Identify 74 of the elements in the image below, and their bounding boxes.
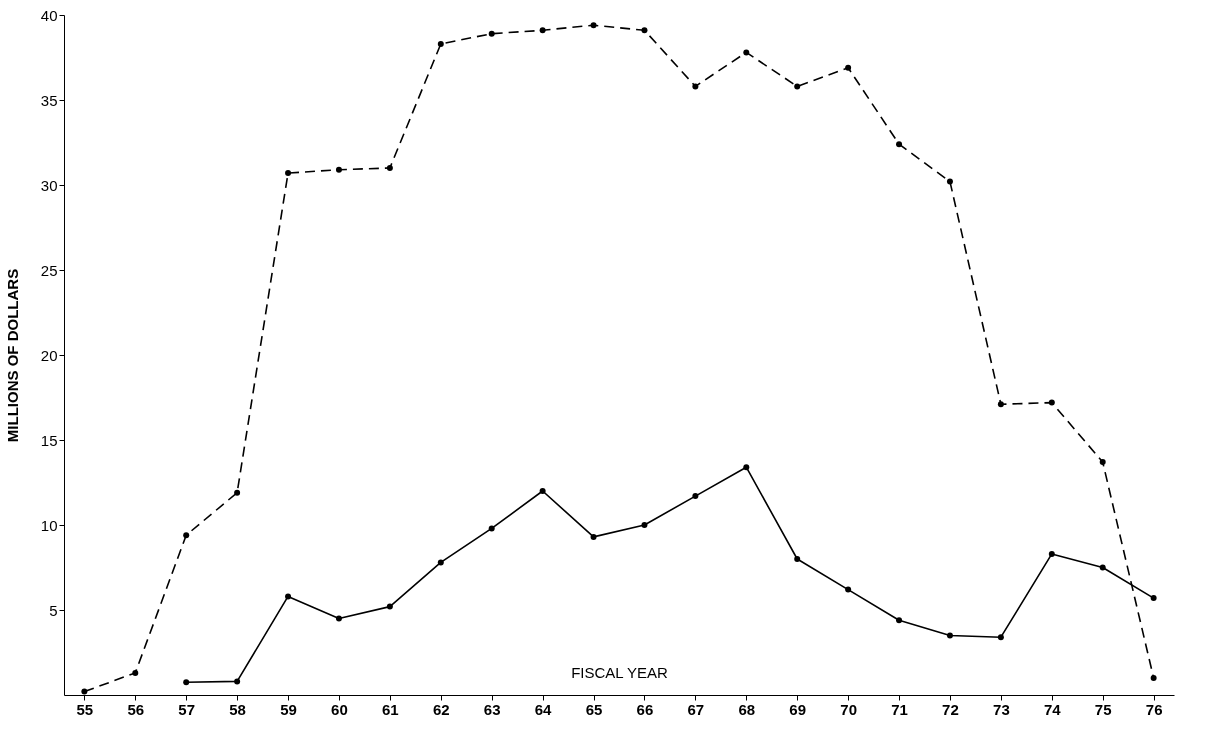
- point: [1048, 399, 1055, 406]
- point: [488, 30, 495, 37]
- point: [437, 40, 444, 47]
- point: [1099, 459, 1106, 466]
- x-tick-label: 66: [636, 700, 654, 718]
- x-tick-label: 68: [738, 700, 756, 718]
- y-tick-label: 25: [40, 261, 58, 279]
- point: [437, 559, 444, 566]
- x-tick-label: 65: [585, 700, 603, 718]
- x-tick-label: 73: [993, 700, 1010, 718]
- x-tick-label: 71: [891, 700, 908, 718]
- x-tick-label: 55: [76, 700, 94, 718]
- point: [845, 64, 852, 71]
- point: [285, 170, 292, 177]
- point: [845, 586, 852, 593]
- point: [896, 141, 903, 148]
- y-axis-title: MILLIONS OF DOLLARS: [3, 268, 21, 443]
- point: [997, 401, 1004, 408]
- x-tick-label: 62: [432, 700, 450, 718]
- point: [692, 493, 699, 500]
- point: [335, 615, 342, 622]
- x-tick-label: 72: [942, 700, 959, 718]
- point: [1150, 675, 1157, 681]
- point: [743, 49, 750, 56]
- point: [285, 593, 292, 600]
- point: [335, 166, 342, 173]
- point: [1048, 550, 1055, 557]
- y-tick-label: 5: [49, 601, 58, 619]
- point: [997, 634, 1004, 641]
- point: [641, 27, 648, 34]
- point: [946, 632, 953, 639]
- x-tick-label: 70: [840, 700, 857, 718]
- point: [386, 165, 393, 171]
- point: [488, 525, 495, 532]
- x-tick-label: 56: [127, 700, 145, 718]
- x-tick-label: 75: [1094, 700, 1112, 718]
- x-axis-title: FISCAL YEAR: [571, 663, 669, 681]
- point: [183, 532, 190, 539]
- point: [743, 464, 750, 471]
- y-tick-label: 30: [40, 176, 58, 194]
- point: [794, 83, 801, 90]
- point: [539, 27, 546, 34]
- x-tick-label: 60: [331, 700, 348, 718]
- point: [234, 489, 241, 496]
- point: [1099, 564, 1106, 571]
- point: [590, 533, 597, 540]
- point: [1150, 595, 1157, 602]
- x-tick-label: 64: [534, 700, 553, 718]
- x-tick-label: 63: [483, 700, 501, 718]
- point: [946, 178, 953, 185]
- point: [386, 603, 393, 610]
- point: [896, 617, 903, 624]
- point: [234, 678, 241, 685]
- y-tick-label: 40: [40, 6, 58, 24]
- point: [794, 556, 801, 562]
- y-tick-label: 20: [40, 346, 58, 364]
- y-tick-label: 35: [40, 91, 58, 109]
- point: [132, 669, 139, 676]
- x-tick-label: 69: [789, 700, 807, 718]
- point: [590, 22, 597, 29]
- point: [692, 83, 699, 90]
- x-tick-label: 76: [1145, 700, 1163, 718]
- point: [641, 522, 648, 528]
- y-tick-label: 10: [40, 516, 58, 534]
- point: [183, 679, 190, 686]
- point: [81, 688, 88, 695]
- x-tick-label: 57: [178, 700, 196, 718]
- x-tick-label: 67: [687, 700, 705, 718]
- x-tick-label: 74: [1043, 700, 1062, 718]
- y-tick-label: 15: [40, 431, 58, 449]
- point: [539, 488, 546, 494]
- x-tick-label: 61: [382, 700, 399, 718]
- x-tick-label: 59: [280, 700, 297, 718]
- x-tick-label: 58: [229, 700, 246, 718]
